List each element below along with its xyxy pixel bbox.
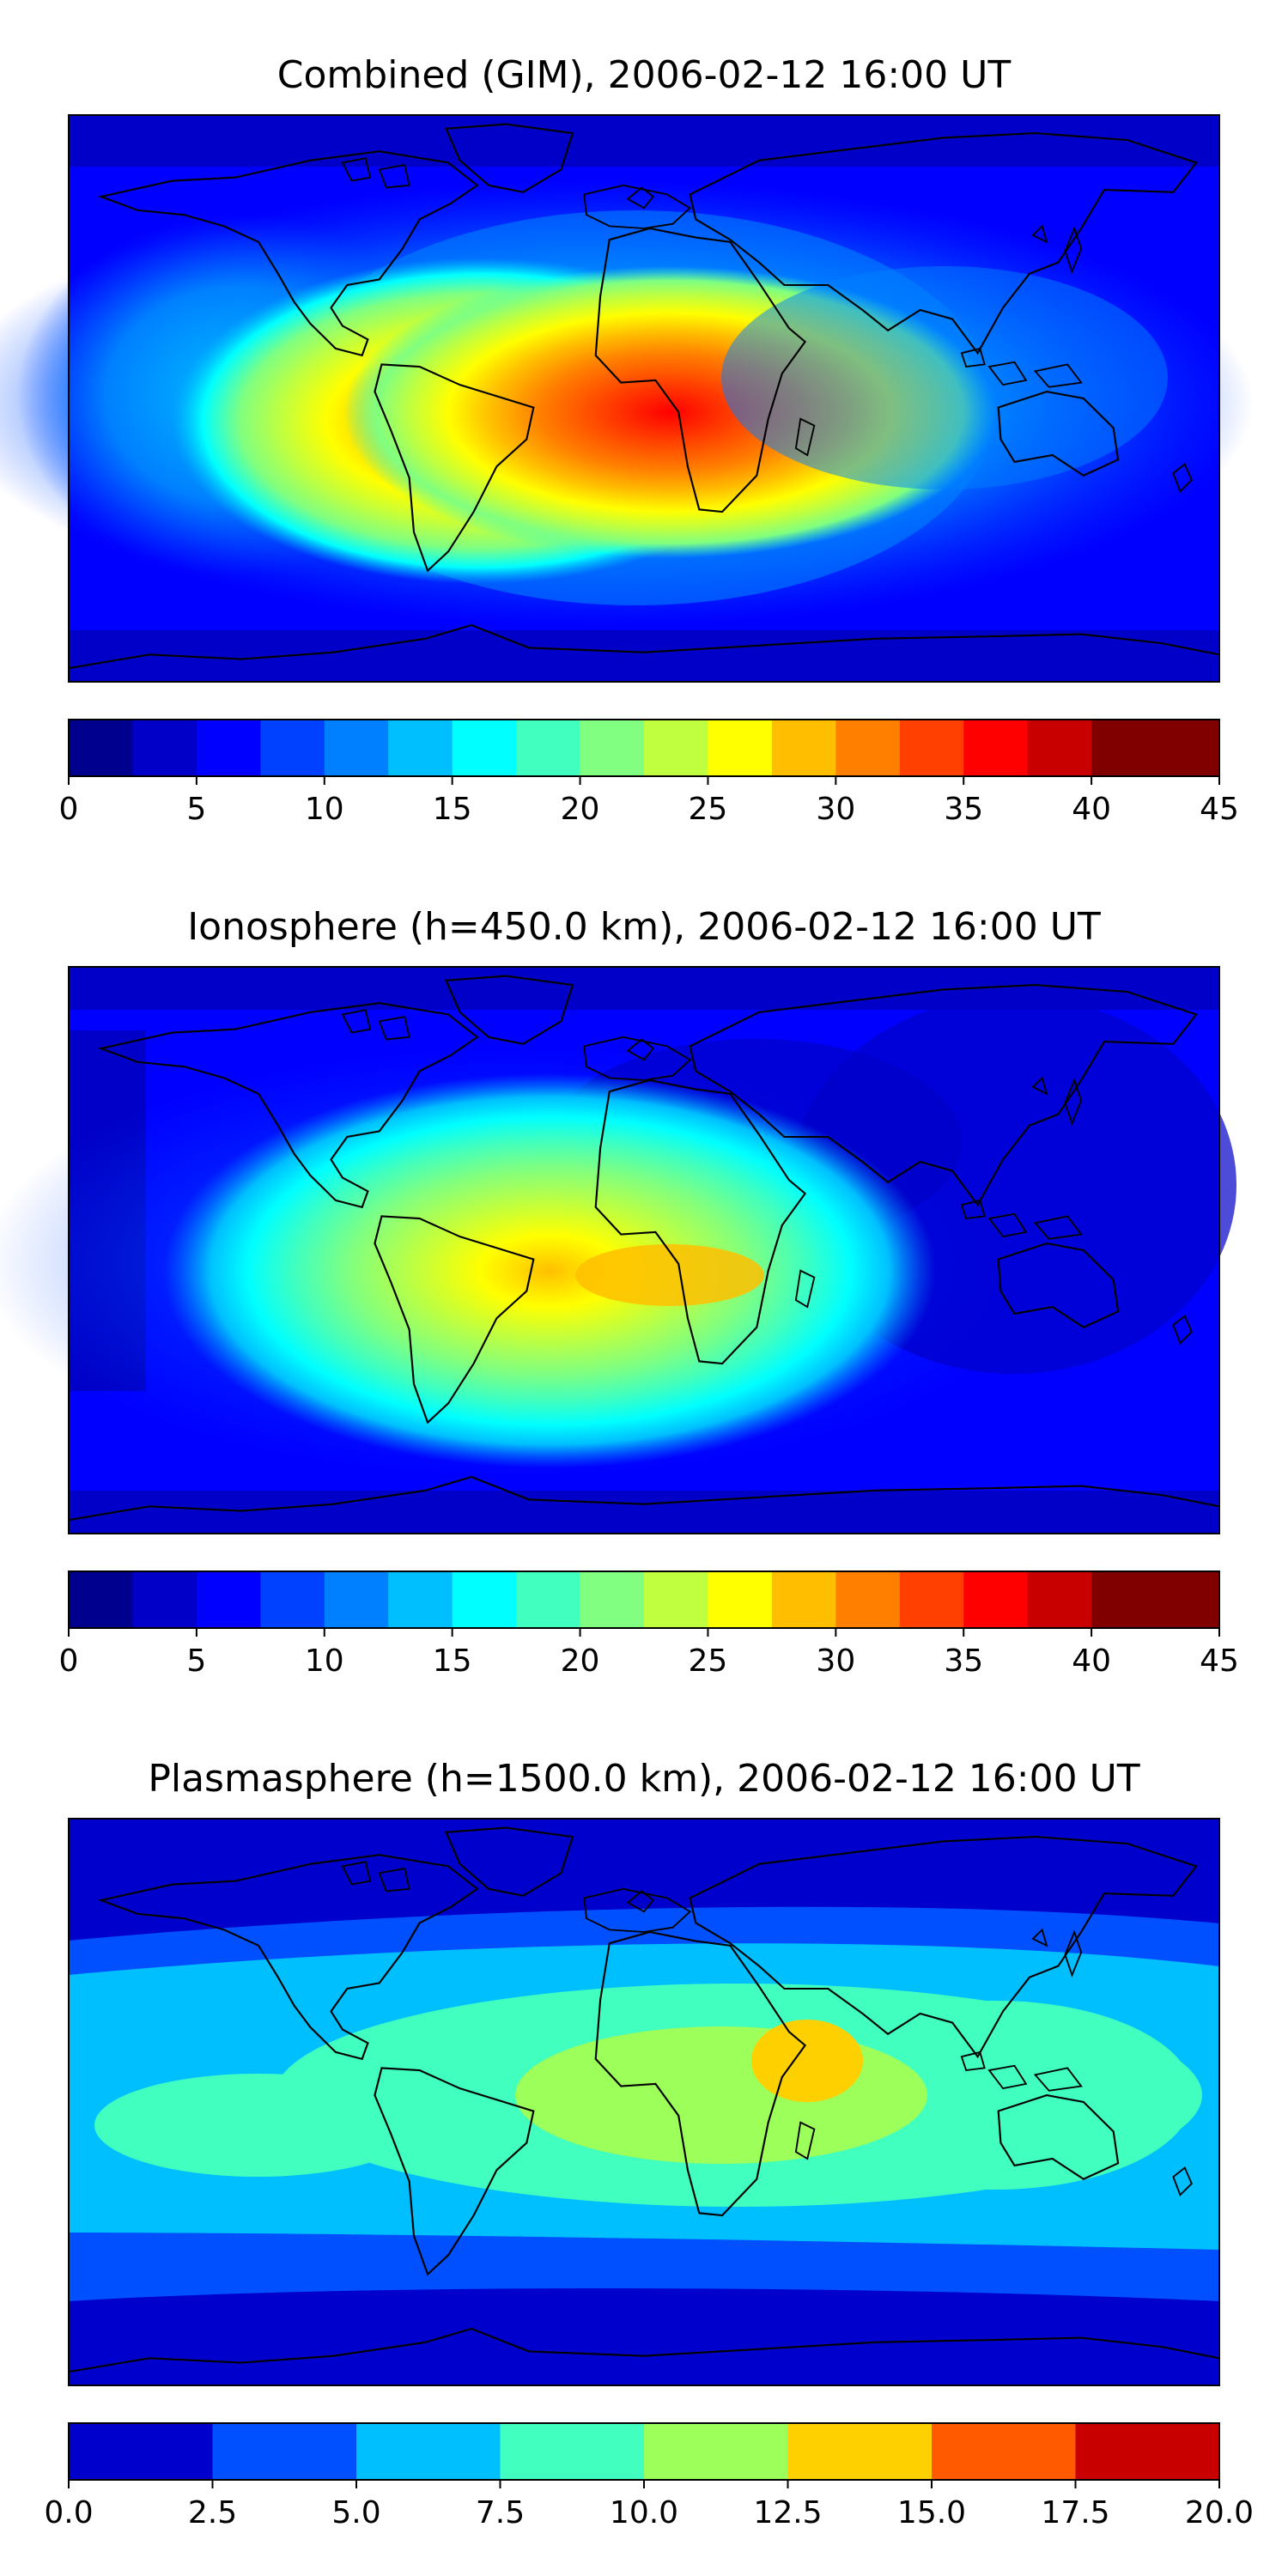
map-frame-ionosphere <box>68 966 1220 1534</box>
colorbar-tick-label: 5 <box>186 1643 206 1679</box>
colorbar-tick-label: 15.0 <box>897 2495 966 2530</box>
colorbar-tick-label: 35 <box>944 792 983 827</box>
panel-title-combined: Combined (GIM), 2006-02-12 16:00 UT <box>276 53 1012 97</box>
colorbar-frame <box>68 719 1220 777</box>
colorbar-segment <box>1091 720 1157 776</box>
colorbar-segment <box>1155 1571 1220 1628</box>
colorbar-segment <box>69 1571 133 1628</box>
colorbar-tick-label: 5.0 <box>331 2495 380 2530</box>
colorbar-tick-label: 0.0 <box>44 2495 93 2530</box>
map-frame-plasmasphere <box>68 1818 1220 2386</box>
colorbar-ionosphere: 0 5 10 15 20 25 30 35 40 45 <box>59 1571 1239 1679</box>
colorbar-segment <box>196 1571 261 1628</box>
colorbar-segment <box>771 720 836 776</box>
colorbar-segment <box>260 1571 325 1628</box>
colorbar-segment <box>500 2423 645 2480</box>
map-combined <box>0 115 1254 682</box>
colorbar-segment <box>644 720 708 776</box>
colorbar-tick-label: 5 <box>186 792 206 827</box>
colorbar-tick-label: 45 <box>1200 792 1239 827</box>
colorbar-segment <box>212 2423 357 2480</box>
map-frame-combined <box>68 114 1220 683</box>
map-plasmasphere <box>69 1819 1219 2385</box>
colorbar-segment <box>899 720 964 776</box>
colorbar-tick-label: 25 <box>689 1643 728 1679</box>
colorbar-segment <box>963 720 1029 776</box>
colorbar-tick-label: 10.0 <box>610 2495 678 2530</box>
colorbar-segment <box>452 1571 517 1628</box>
colorbar-tick-label: 20.0 <box>1185 2495 1254 2530</box>
colorbar-segment <box>1027 720 1092 776</box>
colorbar-segment <box>1091 1571 1157 1628</box>
map-ionosphere <box>0 967 1236 1534</box>
colorbar-segment <box>644 1571 708 1628</box>
panel-title-plasmasphere: Plasmasphere (h=1500.0 km), 2006-02-12 1… <box>148 1757 1140 1801</box>
colorbar-tick-label: 12.5 <box>753 2495 822 2530</box>
colorbar-tick-label: 10 <box>305 1643 344 1679</box>
colorbar-segment <box>708 720 773 776</box>
colorbar-tick-label: 45 <box>1200 1643 1239 1679</box>
colorbar-tick-label: 40 <box>1072 792 1111 827</box>
colorbar-tick-label: 20 <box>561 1643 600 1679</box>
colorbar-segment <box>580 720 645 776</box>
colorbar-segment <box>835 1571 901 1628</box>
colorbar-tick-label: 15 <box>433 792 472 827</box>
colorbar-segment <box>963 1571 1029 1628</box>
colorbar-combined: 0 5 10 15 20 25 30 35 40 45 <box>59 719 1239 827</box>
colorbar-segment <box>324 720 389 776</box>
colorbar-tick-label: 2.5 <box>188 2495 237 2530</box>
colorbar-segment <box>835 720 901 776</box>
colorbar-segment <box>516 720 581 776</box>
colorbar-segment <box>644 2423 788 2480</box>
colorbar-segment <box>1027 1571 1092 1628</box>
colorbar-segment <box>932 2423 1076 2480</box>
panel-title-ionosphere: Ionosphere (h=450.0 km), 2006-02-12 16:0… <box>187 905 1101 949</box>
colorbar-segment <box>388 720 453 776</box>
colorbar-segment <box>708 1571 773 1628</box>
colorbar-segment <box>787 2423 933 2480</box>
colorbar-tick-label: 7.5 <box>476 2495 525 2530</box>
colorbar-tick-label: 30 <box>816 1643 855 1679</box>
colorbar-segment <box>356 2423 501 2480</box>
colorbar-segment <box>388 1571 453 1628</box>
colorbar-segment <box>260 720 325 776</box>
colorbar-segment <box>771 1571 836 1628</box>
colorbar-tick-label: 40 <box>1072 1643 1111 1679</box>
colorbar-segment <box>324 1571 389 1628</box>
colorbar-tick-label: 0 <box>59 1643 79 1679</box>
colorbar-segment <box>452 720 517 776</box>
colorbar-tick-label: 20 <box>561 792 600 827</box>
colorbar-segment <box>580 1571 645 1628</box>
colorbar-tick-label: 10 <box>305 792 344 827</box>
colorbar-tick-label: 25 <box>689 792 728 827</box>
colorbar-tick-label: 15 <box>433 1643 472 1679</box>
colorbar-segment <box>516 1571 581 1628</box>
colorbar-tick-label: 35 <box>944 1643 983 1679</box>
colorbar-frame <box>68 1571 1220 1629</box>
colorbar-tick-label: 0 <box>59 792 79 827</box>
colorbar-plasmasphere: 0.0 2.5 5.0 7.5 10.0 12.5 15.0 17.5 20.0 <box>44 2422 1254 2530</box>
colorbar-segment <box>132 1571 197 1628</box>
colorbar-segment <box>1155 720 1220 776</box>
colorbar-segment <box>1075 2423 1220 2480</box>
colorbar-segment <box>899 1571 964 1628</box>
colorbar-segment <box>69 2423 213 2480</box>
colorbar-tick-label: 17.5 <box>1041 2495 1109 2530</box>
colorbar-segment <box>196 720 261 776</box>
colorbar-tick-label: 30 <box>816 792 855 827</box>
colorbar-segment <box>69 720 133 776</box>
colorbar-segment <box>132 720 197 776</box>
